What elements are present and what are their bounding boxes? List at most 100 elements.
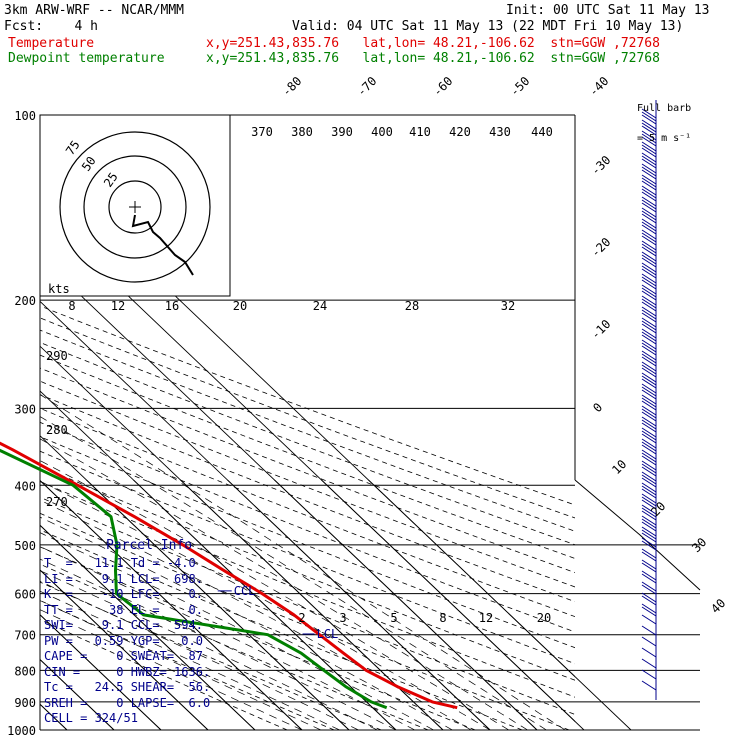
lcl-label: LCL <box>317 627 339 641</box>
wind-barb <box>641 532 657 543</box>
wind-barb <box>641 433 657 444</box>
parcel-row: CELL = 324/51 <box>44 711 138 725</box>
wind-barb <box>641 257 657 268</box>
moist-adiabat <box>40 460 509 730</box>
dry-adiabat <box>40 546 476 730</box>
moist-adiabat <box>40 438 528 730</box>
wind-barb <box>641 268 657 279</box>
theta-label: 440 <box>531 125 553 139</box>
dry-adiabat <box>40 380 575 588</box>
wind-barb <box>641 284 657 295</box>
wind-barb <box>641 210 657 221</box>
isotherm-label: 40 <box>708 596 728 616</box>
wind-barb <box>641 463 657 474</box>
pressure-tick-label: 200 <box>14 294 36 308</box>
wind-barb <box>641 394 657 405</box>
wind-barb <box>641 529 657 540</box>
model-title: 3km ARW-WRF -- NCAR/MMM <box>4 3 185 18</box>
wind-barb <box>641 243 657 254</box>
wind-barb <box>641 375 657 386</box>
wind-barb <box>641 614 657 625</box>
wind-barb <box>641 493 657 504</box>
wind-barb <box>641 411 657 422</box>
wind-barb <box>641 540 657 551</box>
wind-barb <box>641 474 657 485</box>
mixing-ratio-label: 8 <box>68 299 75 313</box>
barb-legend: Full barb = 5 m s⁻¹ <box>637 84 691 154</box>
pressure-tick-label: 500 <box>14 539 36 553</box>
wind-barb <box>641 240 657 251</box>
hodograph-kts-label: kts <box>48 282 70 296</box>
wind-barb <box>641 133 657 144</box>
wind-barb <box>641 427 657 438</box>
wind-barb <box>641 202 657 213</box>
wind-barb <box>641 515 657 526</box>
wind-barb <box>641 309 657 320</box>
isotherm-label: 10 <box>609 457 629 477</box>
dry-adiabat <box>40 581 382 730</box>
wind-barb <box>641 526 657 537</box>
wind-barb <box>641 339 657 350</box>
wind-barb <box>641 251 657 262</box>
dry-adiabat <box>40 496 575 715</box>
isotherm-line <box>40 480 632 730</box>
wind-barb <box>641 592 657 603</box>
wind-barb <box>641 444 657 455</box>
wind-barb <box>641 438 657 449</box>
isotherm-line <box>40 480 538 730</box>
dry-adiabat-label: 290 <box>46 349 68 363</box>
pressure-tick-label: 300 <box>14 402 36 416</box>
wind-barb <box>641 246 657 257</box>
dry-adiabat <box>40 317 575 519</box>
parcel-info-title: Parcel Info <box>105 538 193 553</box>
isotherm-line <box>40 480 585 730</box>
dry-adiabat <box>40 563 429 730</box>
wind-barb <box>641 345 657 356</box>
wind-barb <box>641 265 657 276</box>
dry-adiabat <box>40 354 575 559</box>
wind-barb <box>641 306 657 317</box>
wind-barb <box>641 312 657 323</box>
pressure-tick-label: 400 <box>14 479 36 493</box>
theta-label: 390 <box>331 125 353 139</box>
right-frame-lower <box>574 479 701 591</box>
wind-barb <box>641 254 657 265</box>
wind-barb <box>641 177 657 188</box>
parcel-row: CIN = 0 HWBZ= 1636. <box>44 664 211 679</box>
hodograph-ring <box>83 155 187 259</box>
wind-barb <box>641 367 657 378</box>
theta-label: 430 <box>489 125 511 139</box>
wind-barb <box>641 521 657 532</box>
wind-barb <box>641 191 657 202</box>
wind-barb <box>641 389 657 400</box>
mixing-ratio-label-low: 20 <box>537 611 551 625</box>
wind-barb <box>641 114 657 125</box>
wind-barb <box>641 273 657 284</box>
wind-barb <box>641 449 657 460</box>
mixing-ratio-label: 12 <box>111 299 125 313</box>
barb-legend-line1: Full barb <box>637 103 692 114</box>
ccl-label: CCL <box>234 584 256 598</box>
wind-barb <box>641 419 657 430</box>
isotherm-label: 20 <box>648 499 668 519</box>
pressure-tick-label: 800 <box>14 664 36 678</box>
dry-adiabat <box>40 367 575 573</box>
wind-barb <box>641 169 657 180</box>
wind-barb <box>641 320 657 331</box>
wind-barb <box>641 518 657 529</box>
wind-barb <box>641 507 657 518</box>
wind-barb <box>641 213 657 224</box>
wind-barb <box>641 658 657 669</box>
moist-adiabat <box>40 580 359 730</box>
dewpoint-location: x,y=251.43,835.76 lat,lon= 48.21,-106.62… <box>206 51 660 66</box>
wind-barb <box>641 636 657 647</box>
wind-barb <box>641 317 657 328</box>
isotherm-line <box>40 480 397 730</box>
wind-barb <box>641 383 657 394</box>
dry-adiabat <box>40 619 288 730</box>
moist-adiabat <box>40 516 453 730</box>
moist-adiabat <box>40 480 491 730</box>
dry-adiabat <box>40 329 575 532</box>
wind-barb <box>641 232 657 243</box>
wind-barb <box>641 570 657 581</box>
